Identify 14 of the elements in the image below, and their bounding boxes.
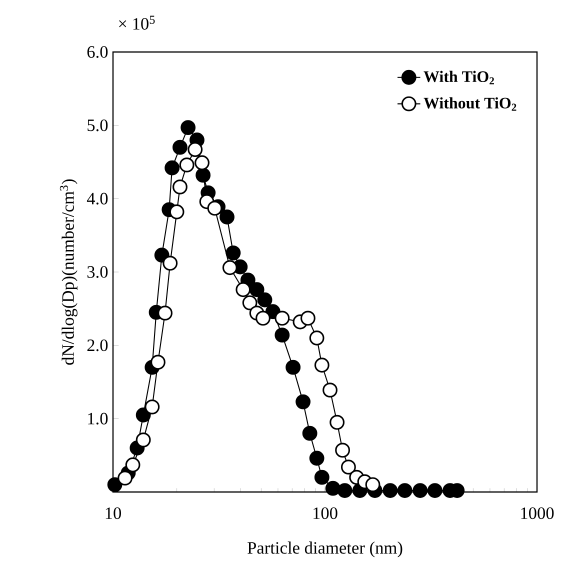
x-tick-label: 10: [106, 507, 122, 520]
legend-label: Without TiO$_{2}$: [424, 97, 516, 111]
y-axis-title: dN/dlog(Dp)(number/cm$^{3}$): [60, 179, 78, 365]
y-tick-label: 2.0: [87, 339, 108, 352]
y-tick-label: 1.0: [88, 412, 108, 425]
x-axis-title: Particle diameter (nm): [248, 542, 402, 558]
legend-label: With TiO$_{2}$: [424, 70, 494, 84]
y-tick-label: 5.0: [88, 119, 108, 132]
x-tick-label: 100: [314, 507, 338, 520]
x-tick-label: 1000: [521, 507, 554, 520]
y-tick-label: 3.0: [87, 266, 108, 278]
y-tick-label: 4.0: [86, 192, 108, 205]
text: × 10$^{5}$: [119, 16, 155, 30]
y-tick-label: 6.0: [87, 46, 108, 58]
